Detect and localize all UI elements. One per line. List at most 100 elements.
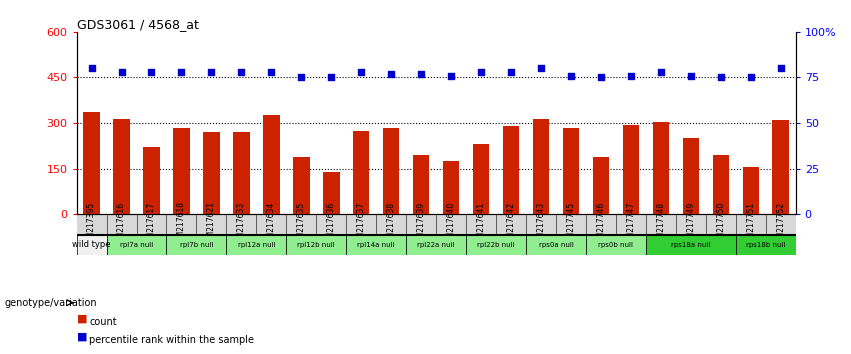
Bar xyxy=(77,235,106,255)
Text: GSM217621: GSM217621 xyxy=(207,201,216,247)
Bar xyxy=(226,235,286,255)
Text: GSM217617: GSM217617 xyxy=(147,201,156,247)
Bar xyxy=(653,121,669,214)
Bar xyxy=(712,155,729,214)
Text: GSM217752: GSM217752 xyxy=(776,201,785,247)
Text: GSM217638: GSM217638 xyxy=(386,201,396,247)
Text: GSM217639: GSM217639 xyxy=(417,201,426,247)
Text: GSM217633: GSM217633 xyxy=(237,201,246,247)
Text: GSM217636: GSM217636 xyxy=(327,201,336,247)
Point xyxy=(505,69,518,75)
Text: GSM217745: GSM217745 xyxy=(567,201,575,247)
Point xyxy=(684,73,698,79)
Text: rps18a null: rps18a null xyxy=(671,242,711,248)
Text: rpl14a null: rpl14a null xyxy=(357,242,395,248)
Point xyxy=(444,73,458,79)
Text: rps0a null: rps0a null xyxy=(539,242,574,248)
Point xyxy=(294,75,308,80)
Text: GSM217747: GSM217747 xyxy=(626,201,636,247)
Text: percentile rank within the sample: percentile rank within the sample xyxy=(89,335,254,345)
Point xyxy=(594,75,608,80)
Bar xyxy=(473,144,489,214)
Point xyxy=(564,73,578,79)
Text: GSM217637: GSM217637 xyxy=(357,201,366,247)
Bar xyxy=(174,128,190,214)
Bar xyxy=(406,235,466,255)
Point xyxy=(654,69,668,75)
Point xyxy=(265,69,278,75)
Text: GSM217750: GSM217750 xyxy=(717,201,725,247)
Bar xyxy=(563,128,580,214)
Bar xyxy=(773,120,789,214)
Text: count: count xyxy=(89,317,117,327)
Text: ■: ■ xyxy=(77,314,87,324)
Text: wild type: wild type xyxy=(72,240,111,249)
Bar xyxy=(623,125,639,214)
Text: rpl22a null: rpl22a null xyxy=(417,242,455,248)
Text: GSM217635: GSM217635 xyxy=(297,201,306,247)
Bar xyxy=(683,138,699,214)
Text: GSM217751: GSM217751 xyxy=(746,201,755,247)
Bar xyxy=(143,147,160,214)
Text: GDS3061 / 4568_at: GDS3061 / 4568_at xyxy=(77,18,198,31)
Point xyxy=(174,69,188,75)
Bar xyxy=(286,235,346,255)
Text: rpl12b null: rpl12b null xyxy=(297,242,335,248)
Bar xyxy=(203,132,220,214)
Bar xyxy=(592,156,609,214)
Point xyxy=(204,69,218,75)
Bar xyxy=(646,235,736,255)
Bar xyxy=(526,235,586,255)
Text: GSM217748: GSM217748 xyxy=(656,201,665,247)
Text: GSM217641: GSM217641 xyxy=(477,201,486,247)
Bar xyxy=(233,132,249,214)
Text: rpl22b null: rpl22b null xyxy=(477,242,515,248)
Text: rpl12a null: rpl12a null xyxy=(237,242,275,248)
Point xyxy=(145,69,158,75)
Bar xyxy=(586,235,646,255)
Text: rpl7a null: rpl7a null xyxy=(120,242,153,248)
Point xyxy=(624,73,637,79)
Text: genotype/variation: genotype/variation xyxy=(4,298,97,308)
Bar xyxy=(293,156,310,214)
Point xyxy=(85,65,99,71)
Text: GSM217643: GSM217643 xyxy=(536,201,545,247)
Point xyxy=(235,69,248,75)
Point xyxy=(115,69,129,75)
Bar xyxy=(743,167,759,214)
Text: GSM217640: GSM217640 xyxy=(447,201,455,247)
Point xyxy=(474,69,488,75)
Bar xyxy=(353,131,369,214)
Point xyxy=(385,71,398,77)
Text: GSM217746: GSM217746 xyxy=(597,201,605,247)
Point xyxy=(534,65,548,71)
Bar xyxy=(263,115,280,214)
Bar xyxy=(413,155,430,214)
Point xyxy=(714,75,728,80)
Point xyxy=(324,75,338,80)
Bar xyxy=(383,128,399,214)
Bar xyxy=(346,235,406,255)
Bar xyxy=(466,235,526,255)
Point xyxy=(744,75,757,80)
Bar xyxy=(503,126,519,214)
Point xyxy=(774,65,787,71)
Text: ■: ■ xyxy=(77,332,87,342)
Bar xyxy=(106,235,167,255)
Text: rps0b null: rps0b null xyxy=(598,242,633,248)
Text: GSM217749: GSM217749 xyxy=(686,201,695,247)
Text: GSM217616: GSM217616 xyxy=(117,201,126,247)
Point xyxy=(414,71,428,77)
Bar xyxy=(736,235,796,255)
Bar xyxy=(113,119,129,214)
Text: rpl7b null: rpl7b null xyxy=(180,242,213,248)
Bar xyxy=(323,172,340,214)
Bar xyxy=(167,235,226,255)
Text: GSM217642: GSM217642 xyxy=(506,201,516,247)
Text: GSM217395: GSM217395 xyxy=(87,201,96,247)
Text: GSM217634: GSM217634 xyxy=(267,201,276,247)
Text: GSM217618: GSM217618 xyxy=(177,201,186,247)
Text: rps18b null: rps18b null xyxy=(746,242,785,248)
Bar xyxy=(443,161,460,214)
Point xyxy=(354,69,368,75)
